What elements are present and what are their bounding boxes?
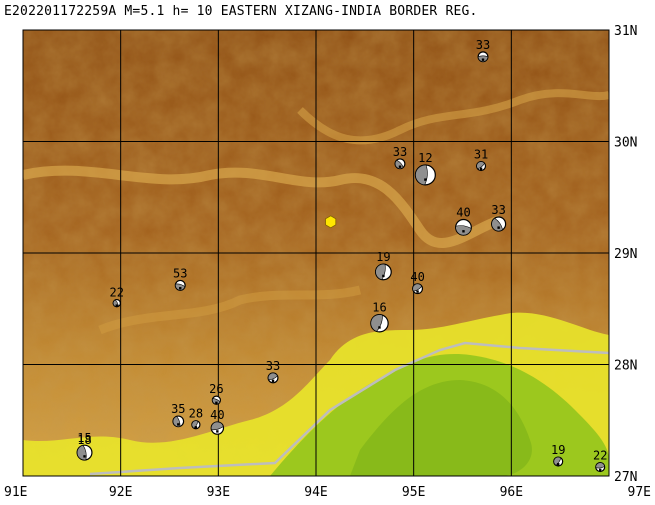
depth-label-m20: 22 bbox=[593, 449, 607, 463]
depth-label-m07: 19 bbox=[376, 250, 390, 264]
tick-label-31N: 31N bbox=[614, 24, 637, 39]
depth-label-m19: 19 bbox=[551, 443, 565, 457]
map-title: E202201172259A M=5.1 h= 10 EASTERN XIZAN… bbox=[4, 4, 478, 19]
focal-mechanism-m06: 33 bbox=[491, 203, 507, 232]
tick-label-29N: 29N bbox=[614, 247, 637, 262]
valley-south bbox=[98, 285, 362, 335]
focal-mechanism-m12: 33 bbox=[266, 359, 280, 384]
depth-label-m16: 40 bbox=[210, 408, 224, 422]
focal-mechanism-m10: 22 bbox=[110, 286, 124, 308]
depth-label-m11: 16 bbox=[372, 301, 386, 315]
tick-label-97E: 97E bbox=[628, 485, 651, 500]
tick-label-94E: 94E bbox=[304, 485, 327, 500]
tick-label-93E: 93E bbox=[207, 485, 230, 500]
depth-label-m04: 31 bbox=[474, 148, 488, 162]
depth-label-m08: 40 bbox=[410, 270, 424, 284]
depth-label-m15: 28 bbox=[189, 407, 203, 421]
border-line bbox=[89, 341, 609, 476]
tick-label-96E: 96E bbox=[500, 485, 523, 500]
plain-dark bbox=[350, 380, 532, 476]
depth-label-m18: 15 bbox=[77, 431, 91, 445]
tick-label-28N: 28N bbox=[614, 359, 637, 374]
focal-mechanism-m04: 31 bbox=[474, 148, 488, 172]
depth-label-m05: 40 bbox=[456, 206, 470, 220]
focal-mechanism-m08: 40 bbox=[410, 270, 425, 295]
depth-label-m12: 33 bbox=[266, 359, 280, 373]
map-frame bbox=[22, 29, 610, 477]
x-axis-labels: 91E 92E 93E 94E 95E 96E 97E bbox=[4, 485, 651, 500]
tick-label-27N: 27N bbox=[614, 470, 637, 485]
depth-label-m09: 53 bbox=[173, 266, 187, 280]
tick-label-95E: 95E bbox=[402, 485, 425, 500]
focal-mechanism-m14: 35 bbox=[171, 402, 186, 428]
depth-label-m06: 33 bbox=[491, 203, 505, 217]
depth-label-m14: 35 bbox=[171, 402, 185, 416]
focal-mechanism-m18: 15 bbox=[76, 431, 93, 461]
tick-label-92E: 92E bbox=[109, 485, 132, 500]
tick-label-30N: 30N bbox=[614, 136, 637, 151]
focal-mechanism-m05: 40 bbox=[455, 206, 472, 236]
focal-mechanism-m01: 33 bbox=[476, 38, 490, 63]
focal-mechanism-m16: 40 bbox=[210, 408, 225, 435]
y-axis-labels: 27N 28N 29N 30N 31N bbox=[614, 24, 637, 485]
valley-north bbox=[297, 89, 609, 145]
focal-mechanism-m09: 53 bbox=[173, 266, 187, 291]
depth-label-m10: 22 bbox=[110, 286, 124, 300]
focal-mechanism-m07: 19 bbox=[374, 250, 392, 281]
focal-mechanism-m11: 16 bbox=[370, 301, 389, 333]
focal-mechanism-m13: 26 bbox=[209, 382, 224, 405]
epicenter-marker bbox=[325, 215, 337, 229]
focal-mechanism-m15: 28 bbox=[189, 407, 203, 430]
valley-tsangpo bbox=[23, 165, 502, 248]
depth-label-m02: 33 bbox=[393, 145, 407, 159]
depth-label-m17: 18 bbox=[77, 433, 91, 447]
tick-label-91E: 91E bbox=[4, 485, 27, 500]
depth-label-m13: 26 bbox=[209, 382, 223, 396]
focal-mechanism-m03: 12 bbox=[414, 151, 436, 186]
focal-mechanism-m19: 19 bbox=[551, 443, 565, 467]
depth-label-m01: 33 bbox=[476, 38, 490, 52]
focal-mechanism-m02: 33 bbox=[393, 145, 407, 170]
depth-label-m03: 12 bbox=[418, 151, 432, 165]
focal-mechanism-m20: 22 bbox=[593, 449, 607, 473]
